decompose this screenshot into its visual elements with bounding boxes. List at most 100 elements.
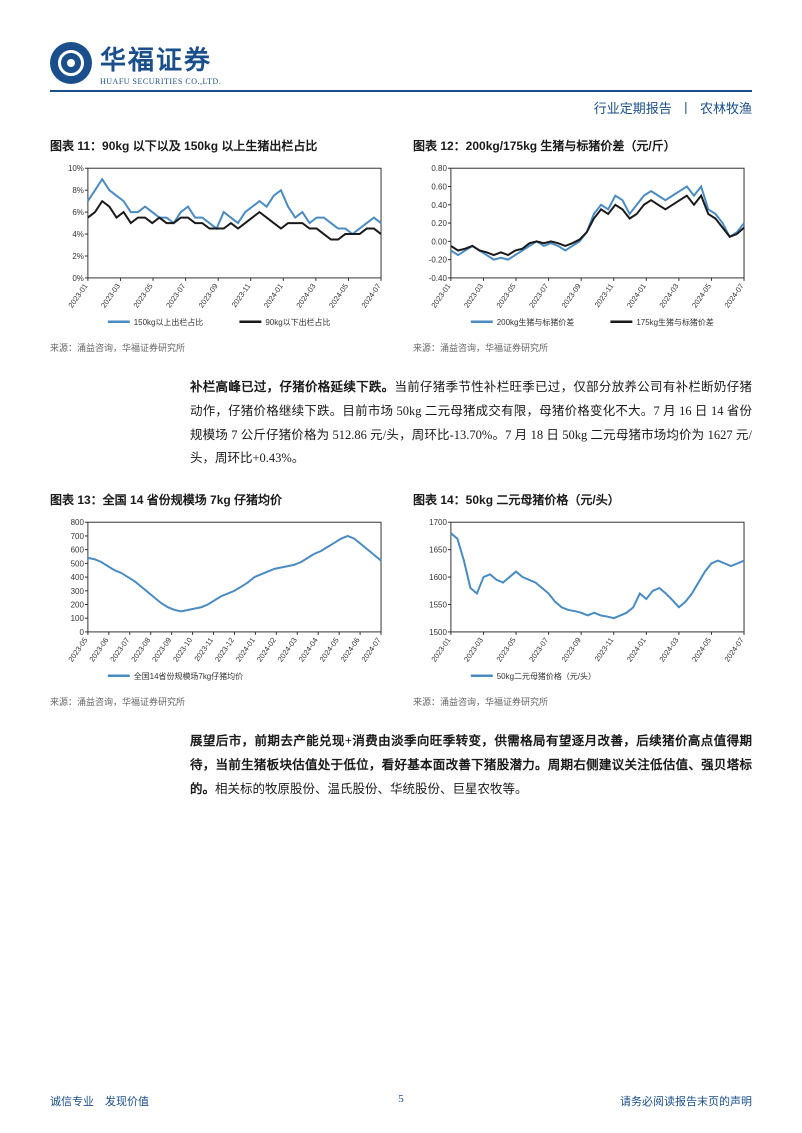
svg-text:2024-03: 2024-03 [657,636,680,664]
svg-text:8%: 8% [72,186,84,195]
svg-text:2023-09: 2023-09 [197,282,220,310]
brand-name-cn: 华福证券 [100,40,221,77]
svg-text:90kg以下出栏占比: 90kg以下出栏占比 [265,317,330,327]
svg-text:2023-08: 2023-08 [129,636,152,664]
svg-text:2%: 2% [72,252,84,261]
chart-11-source: 来源：涌益咨询，华福证券研究所 [50,341,389,354]
svg-text:1700: 1700 [429,518,447,527]
chart-12: -0.40-0.200.000.200.400.600.802023-01202… [413,162,752,332]
svg-text:2023-09: 2023-09 [150,636,173,664]
chart-13-source: 来源：涌益咨询，华福证券研究所 [50,695,389,708]
svg-text:2024-01: 2024-01 [262,282,285,310]
page-number: 5 [398,1093,404,1105]
chart-12-source: 来源：涌益咨询，华福证券研究所 [413,341,752,354]
svg-text:2024-03: 2024-03 [657,282,680,310]
svg-text:2023-11: 2023-11 [593,282,616,309]
svg-text:175kg生猪与标猪价差: 175kg生猪与标猪价差 [636,317,714,327]
svg-text:2023-06: 2023-06 [87,636,110,664]
svg-text:400: 400 [71,573,85,582]
svg-text:0.20: 0.20 [431,219,447,228]
svg-text:1600: 1600 [429,573,447,582]
svg-text:2023-05: 2023-05 [495,636,518,664]
svg-text:0.60: 0.60 [431,183,447,192]
svg-text:10%: 10% [68,164,84,173]
svg-text:2023-09: 2023-09 [560,636,583,664]
svg-text:2023-12: 2023-12 [213,636,236,664]
svg-text:1500: 1500 [429,628,447,637]
svg-text:0: 0 [79,628,84,637]
header-divider [50,90,752,92]
svg-text:2023-10: 2023-10 [171,636,194,664]
svg-text:2023-05: 2023-05 [495,282,518,310]
svg-text:2023-03: 2023-03 [462,282,485,310]
svg-text:300: 300 [71,587,85,596]
svg-text:2023-05: 2023-05 [132,282,155,310]
svg-text:2024-06: 2024-06 [339,636,362,664]
chart-13: 01002003004005006007008002023-052023-062… [50,516,389,686]
svg-text:500: 500 [71,559,85,568]
svg-text:0.00: 0.00 [431,237,447,246]
chart-14-source: 来源：涌益咨询，华福证券研究所 [413,695,752,708]
doc-type-left: 行业定期报告 [594,101,672,116]
footer-left: 诚信专业 发现价值 [50,1093,149,1109]
svg-text:800: 800 [71,518,85,527]
para1-bold: 补栏高峰已过，仔猪价格延续下跌。 [190,380,394,394]
svg-text:2024-01: 2024-01 [625,282,648,310]
svg-text:200kg生猪与标猪价差: 200kg生猪与标猪价差 [497,317,575,327]
svg-text:2024-01: 2024-01 [625,636,648,664]
footer-right: 请务必阅读报告末页的声明 [620,1093,752,1109]
svg-text:全国14省份规模场7kg仔猪均价: 全国14省份规模场7kg仔猪均价 [134,671,243,681]
svg-text:700: 700 [71,532,85,541]
svg-text:200: 200 [71,600,85,609]
svg-text:4%: 4% [72,230,84,239]
svg-text:0%: 0% [72,274,84,283]
svg-text:2023-05: 2023-05 [66,636,89,664]
svg-text:100: 100 [71,614,85,623]
svg-text:600: 600 [71,546,85,555]
svg-text:2023-03: 2023-03 [99,282,122,310]
svg-text:2024-05: 2024-05 [690,282,713,310]
doc-type: 行业定期报告 丨 农林牧渔 [50,98,752,117]
svg-text:2023-09: 2023-09 [560,282,583,310]
svg-text:2023-07: 2023-07 [164,282,187,310]
paragraph-2: 展望后市，前期去产能兑现+消费由淡季向旺季转变，供需格局有望逐月改善，后续猪价高… [50,730,752,801]
svg-text:2024-07: 2024-07 [360,636,383,664]
svg-text:2023-03: 2023-03 [462,636,485,664]
chart-11: 0% 2% 4% 6% 8% 10% 2023-01 2023-03 2023-05 2023-0… [50,162,389,332]
svg-text:2024-05: 2024-05 [690,636,713,664]
svg-text:2024-02: 2024-02 [255,636,278,664]
svg-text:1650: 1650 [429,546,447,555]
header: 华福证券 HUAFU SECURITIES CO.,LTD. [50,40,752,86]
svg-text:2023-11: 2023-11 [192,636,215,663]
svg-text:2024-05: 2024-05 [327,282,350,310]
svg-text:2024-07: 2024-07 [360,282,383,310]
svg-text:0.40: 0.40 [431,201,447,210]
brand-name-en: HUAFU SECURITIES CO.,LTD. [100,77,221,86]
chart-14: 150015501600165017002023-012023-032023-0… [413,516,752,686]
svg-text:2024-07: 2024-07 [723,282,746,310]
doc-type-right: 农林牧渔 [700,101,752,116]
chart-11-title: 图表 11：90kg 以下以及 150kg 以上生猪出栏占比 [50,137,389,154]
svg-text:2024-01: 2024-01 [234,636,257,664]
svg-text:2023-11: 2023-11 [230,282,253,309]
svg-text:2024-07: 2024-07 [723,636,746,664]
svg-text:1550: 1550 [429,600,447,609]
svg-text:2023-01: 2023-01 [429,282,452,310]
svg-text:6%: 6% [72,208,84,217]
svg-text:2023-07: 2023-07 [108,636,131,664]
svg-text:2023-07: 2023-07 [527,282,550,310]
paragraph-1: 补栏高峰已过，仔猪价格延续下跌。当前仔猪季节性补栏旺季已过，仅部分放养公司有补栏… [50,376,752,471]
doc-type-sep: 丨 [679,101,692,116]
svg-text:150kg以上出栏占比: 150kg以上出栏占比 [134,317,204,327]
svg-text:2024-04: 2024-04 [297,636,320,664]
svg-text:2024-05: 2024-05 [318,636,341,664]
svg-text:2023-11: 2023-11 [593,636,616,663]
chart-13-title: 图表 13：全国 14 省份规模场 7kg 仔猪均价 [50,491,389,508]
svg-text:2024-03: 2024-03 [276,636,299,664]
chart-12-title: 图表 12：200kg/175kg 生猪与标猪价差（元/斤） [413,137,752,154]
svg-text:2024-03: 2024-03 [294,282,317,310]
chart-14-title: 图表 14：50kg 二元母猪价格（元/头） [413,491,752,508]
svg-text:50kg二元母猪价格（元/头）: 50kg二元母猪价格（元/头） [497,671,596,681]
svg-text:2023-01: 2023-01 [66,282,89,310]
svg-text:2023-07: 2023-07 [527,636,550,664]
